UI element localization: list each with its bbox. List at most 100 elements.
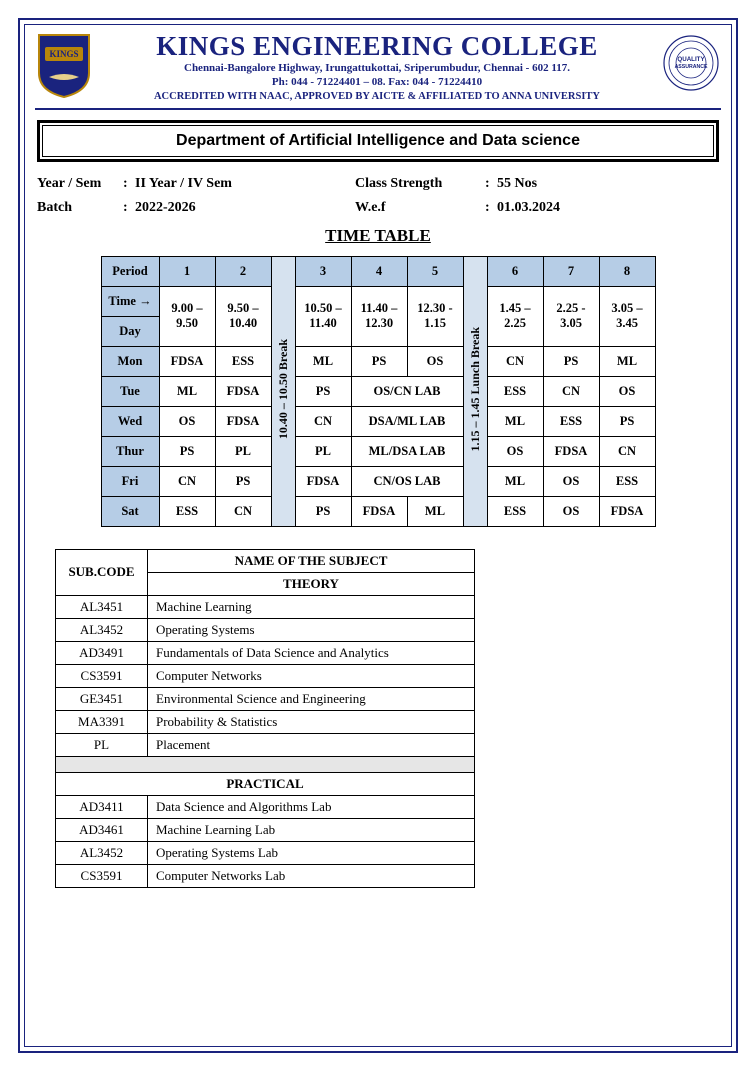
timetable-cell: OS bbox=[407, 346, 463, 376]
timetable-cell: ESS bbox=[159, 496, 215, 526]
college-logo-icon: KINGS bbox=[35, 33, 93, 99]
lunch-column: 1.15 – 1.45 Lunch Break bbox=[463, 256, 487, 526]
time-slot: 2.25 - 3.05 bbox=[543, 286, 599, 346]
timetable-cell: CN bbox=[159, 466, 215, 496]
address-line-1: Chennai-Bangalore Highway, Irungattukott… bbox=[101, 62, 653, 76]
period-num: 1 bbox=[159, 256, 215, 286]
timetable-cell: PL bbox=[215, 436, 271, 466]
year-sem-value: II Year / IV Sem bbox=[135, 176, 355, 192]
page: KINGS KINGS ENGINEERING COLLEGE Chennai-… bbox=[0, 0, 756, 1071]
inner-frame: KINGS KINGS ENGINEERING COLLEGE Chennai-… bbox=[24, 24, 732, 1047]
subject-name: Probability & Statistics bbox=[148, 710, 475, 733]
meta-grid: Year / Sem : II Year / IV Sem Class Stre… bbox=[37, 176, 719, 216]
blank-row bbox=[56, 756, 475, 772]
period-num: 4 bbox=[351, 256, 407, 286]
subject-name: Fundamentals of Data Science and Analyti… bbox=[148, 641, 475, 664]
timetable-cell: FDSA bbox=[215, 406, 271, 436]
subject-code: GE3451 bbox=[56, 687, 148, 710]
period-header: Period bbox=[101, 256, 159, 286]
subject-name: Machine Learning bbox=[148, 595, 475, 618]
timetable-cell: CN bbox=[295, 406, 351, 436]
timetable-cell: FDSA bbox=[215, 376, 271, 406]
colon: : bbox=[123, 200, 135, 216]
subject-code: CS3591 bbox=[56, 864, 148, 887]
time-header: Time → bbox=[101, 286, 159, 316]
period-num: 7 bbox=[543, 256, 599, 286]
timetable-cell: CN bbox=[215, 496, 271, 526]
timetable-cell: ESS bbox=[543, 406, 599, 436]
period-num: 6 bbox=[487, 256, 543, 286]
svg-text:QUALITY: QUALITY bbox=[677, 56, 705, 63]
time-slot: 1.45 – 2.25 bbox=[487, 286, 543, 346]
practical-section-header: PRACTICAL bbox=[56, 772, 475, 795]
period-num: 5 bbox=[407, 256, 463, 286]
timetable-cell-lab: CN/OS LAB bbox=[351, 466, 463, 496]
subjects-table: SUB.CODENAME OF THE SUBJECTTHEORYAL3451M… bbox=[55, 549, 475, 888]
college-name: KINGS ENGINEERING COLLEGE bbox=[101, 31, 653, 62]
time-slot: 11.40 – 12.30 bbox=[351, 286, 407, 346]
timetable-cell: ML bbox=[599, 346, 655, 376]
batch-value: 2022-2026 bbox=[135, 200, 355, 216]
timetable-cell: PS bbox=[159, 436, 215, 466]
day-cell: Sat bbox=[101, 496, 159, 526]
department-title: Department of Artificial Intelligence an… bbox=[42, 125, 714, 157]
subject-code: PL bbox=[56, 733, 148, 756]
timetable-cell: FDSA bbox=[599, 496, 655, 526]
subject-code: AL3452 bbox=[56, 618, 148, 641]
timetable-cell: PS bbox=[351, 346, 407, 376]
colon: : bbox=[123, 176, 135, 192]
colon: : bbox=[485, 176, 497, 192]
subject-name: Data Science and Algorithms Lab bbox=[148, 795, 475, 818]
timetable-cell: ML bbox=[487, 406, 543, 436]
timetable-cell: ESS bbox=[487, 496, 543, 526]
timetable-cell: PS bbox=[543, 346, 599, 376]
department-box: Department of Artificial Intelligence an… bbox=[37, 120, 719, 162]
day-cell: Wed bbox=[101, 406, 159, 436]
year-sem-label: Year / Sem bbox=[37, 176, 123, 192]
subject-code: AL3452 bbox=[56, 841, 148, 864]
timetable-cell: ML bbox=[487, 466, 543, 496]
theory-section-header: THEORY bbox=[148, 572, 475, 595]
subject-code: AL3451 bbox=[56, 595, 148, 618]
subject-code: AD3491 bbox=[56, 641, 148, 664]
timetable-cell: FDSA bbox=[543, 436, 599, 466]
subject-code: AD3461 bbox=[56, 818, 148, 841]
outer-frame: KINGS KINGS ENGINEERING COLLEGE Chennai-… bbox=[18, 18, 738, 1053]
subject-code: AD3411 bbox=[56, 795, 148, 818]
period-num: 3 bbox=[295, 256, 351, 286]
timetable-cell: PL bbox=[295, 436, 351, 466]
class-strength-label: Class Strength bbox=[355, 176, 485, 192]
timetable-cell: PS bbox=[295, 376, 351, 406]
logo-text: KINGS bbox=[49, 49, 78, 59]
timetable-cell: ML bbox=[159, 376, 215, 406]
subject-name-header: NAME OF THE SUBJECT bbox=[148, 549, 475, 572]
subject-name: Environmental Science and Engineering bbox=[148, 687, 475, 710]
subject-name: Computer Networks bbox=[148, 664, 475, 687]
time-slot: 9.50 – 10.40 bbox=[215, 286, 271, 346]
subject-name: Computer Networks Lab bbox=[148, 864, 475, 887]
header-text: KINGS ENGINEERING COLLEGE Chennai-Bangal… bbox=[101, 33, 653, 102]
subject-name: Machine Learning Lab bbox=[148, 818, 475, 841]
subject-name: Operating Systems bbox=[148, 618, 475, 641]
timetable-cell: FDSA bbox=[351, 496, 407, 526]
timetable-cell: OS bbox=[543, 466, 599, 496]
timetable-cell: PS bbox=[599, 406, 655, 436]
accreditation-line: ACCREDITED WITH NAAC, APPROVED BY AICTE … bbox=[101, 91, 653, 102]
wef-value: 01.03.2024 bbox=[497, 200, 617, 216]
timetable-title: TIME TABLE bbox=[35, 226, 721, 246]
address-line-2: Ph: 044 - 71224401 – 08. Fax: 044 - 7122… bbox=[101, 76, 653, 90]
timetable-cell: OS bbox=[599, 376, 655, 406]
timetable-cell: OS bbox=[487, 436, 543, 466]
timetable: Period1210.40 – 10.50 Break3451.15 – 1.4… bbox=[101, 256, 656, 527]
period-num: 8 bbox=[599, 256, 655, 286]
day-cell: Tue bbox=[101, 376, 159, 406]
timetable-cell: CN bbox=[543, 376, 599, 406]
timetable-cell: ML bbox=[295, 346, 351, 376]
wef-label: W.e.f bbox=[355, 200, 485, 216]
day-cell: Thur bbox=[101, 436, 159, 466]
timetable-cell: ESS bbox=[215, 346, 271, 376]
time-slot: 12.30 - 1.15 bbox=[407, 286, 463, 346]
time-slot: 3.05 – 3.45 bbox=[599, 286, 655, 346]
subject-name: Placement bbox=[148, 733, 475, 756]
day-cell: Fri bbox=[101, 466, 159, 496]
